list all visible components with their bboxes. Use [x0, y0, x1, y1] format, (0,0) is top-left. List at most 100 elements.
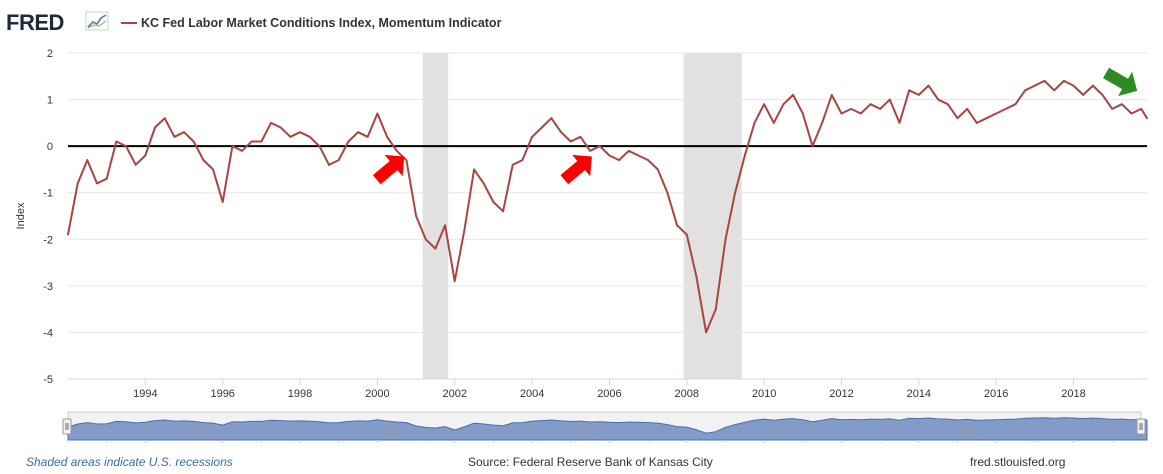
- data-point: [154, 126, 156, 129]
- chart-logo-icon: [85, 11, 109, 31]
- data-point: [637, 154, 640, 157]
- data-point: [231, 145, 234, 148]
- data-point: [627, 149, 630, 152]
- data-point: [1120, 103, 1123, 106]
- data-point: [492, 201, 495, 203]
- y-tick-label: -5: [43, 374, 53, 386]
- series-points: [67, 80, 1148, 334]
- data-point: [647, 159, 650, 162]
- data-point: [86, 159, 89, 162]
- range-navigator[interactable]: 1995 2000 2005 2010 2015: [62, 411, 1148, 443]
- data-point: [347, 140, 350, 143]
- x-tick-label: 2008: [675, 388, 699, 400]
- fred-logo[interactable]: FRED: [6, 10, 109, 35]
- y-tick-label: -4: [43, 327, 53, 339]
- data-point: [250, 140, 253, 143]
- series-legend[interactable]: KC Fed Labor Market Conditions Index, Mo…: [121, 16, 502, 30]
- data-point: [811, 145, 814, 148]
- data-point: [1140, 107, 1143, 110]
- data-point: [656, 168, 659, 171]
- data-point: [540, 126, 543, 129]
- red-arrow-icon: [560, 154, 592, 185]
- x-tick-label: 2010: [752, 388, 776, 400]
- y-axis-ticks: 2 1 0 -1 -2 -3 -4 -5: [43, 48, 53, 386]
- data-point: [560, 131, 562, 134]
- data-point: [279, 126, 282, 129]
- data-point: [502, 210, 504, 213]
- site-link[interactable]: fred.stlouisfed.org: [970, 455, 1065, 469]
- navigator-ticks: [67, 440, 1113, 443]
- data-point: [975, 121, 978, 124]
- data-point: [511, 163, 514, 166]
- data-point: [1024, 89, 1027, 92]
- data-point: [888, 98, 891, 101]
- data-point: [115, 140, 118, 143]
- navigator-series-area: [67, 417, 1148, 441]
- data-point: [869, 103, 872, 106]
- data-point: [105, 177, 108, 180]
- y-axis-label: Index: [15, 202, 27, 229]
- data-point: [357, 131, 359, 134]
- data-point: [366, 135, 369, 138]
- x-tick-label: 1996: [210, 388, 234, 400]
- data-point: [956, 117, 959, 120]
- data-point: [1043, 80, 1046, 82]
- data-point: [840, 112, 843, 115]
- data-point: [241, 149, 243, 152]
- data-point: [782, 103, 785, 106]
- data-point: [405, 159, 408, 162]
- data-point: [270, 121, 272, 124]
- data-point: [424, 238, 427, 241]
- data-point: [328, 163, 330, 166]
- data-point: [415, 215, 417, 217]
- y-tick-label: 2: [47, 48, 53, 60]
- data-point: [96, 182, 98, 185]
- data-point: [598, 145, 601, 148]
- data-point: [202, 159, 205, 162]
- data-point: [772, 121, 775, 124]
- navigator-year-label: 2000: [380, 427, 403, 438]
- data-point: [163, 117, 166, 120]
- data-point: [966, 107, 969, 110]
- data-point: [386, 135, 388, 138]
- x-tick-label: 1994: [133, 388, 157, 400]
- data-point: [473, 168, 475, 171]
- data-point: [608, 154, 611, 157]
- data-point: [134, 163, 137, 166]
- y-tick-label: 0: [47, 141, 53, 153]
- data-point: [376, 112, 379, 115]
- data-point: [917, 94, 920, 96]
- data-point: [221, 201, 224, 203]
- data-point: [879, 107, 882, 110]
- navigator-left-handle[interactable]: [62, 418, 72, 435]
- y-tick-label: 1: [47, 95, 53, 107]
- grid-lines: [68, 52, 1147, 380]
- data-point: [830, 94, 833, 96]
- x-tick-label: 2012: [829, 388, 853, 400]
- data-point: [618, 159, 621, 162]
- data-point: [1004, 107, 1007, 110]
- x-axis-ticks: 1994 1996 1998 2000 2002 2004 2006 2008 2010 2012…: [133, 379, 1086, 400]
- recession-note-link[interactable]: Shaded areas indicate U.S. recessions: [26, 455, 233, 469]
- data-point: [183, 131, 185, 134]
- data-point: [821, 121, 824, 124]
- data-point: [927, 84, 930, 87]
- data-point: [579, 135, 582, 138]
- data-point: [76, 182, 79, 185]
- recession-bands: [422, 53, 742, 379]
- x-tick-label: 2002: [442, 388, 466, 400]
- data-point: [753, 121, 756, 124]
- data-point: [1014, 103, 1017, 106]
- data-point: [308, 135, 311, 138]
- fred-logo-text: FRED: [6, 10, 64, 35]
- data-point: [995, 112, 998, 115]
- data-point: [337, 159, 340, 162]
- y-tick-label: -1: [43, 188, 53, 200]
- data-point: [743, 154, 746, 157]
- data-point: [792, 94, 795, 96]
- data-point: [946, 103, 949, 106]
- plot-area[interactable]: 2 1 0 -1 -2 -3 -4 -5 1994 1996 1998 2000 2002 2004 20…: [43, 48, 1148, 400]
- data-point: [289, 135, 292, 138]
- navigator-right-handle[interactable]: [1136, 418, 1146, 435]
